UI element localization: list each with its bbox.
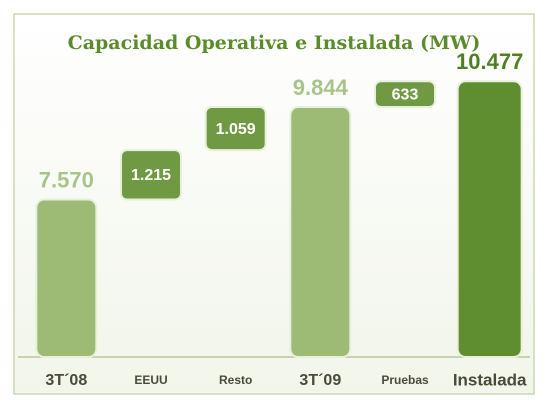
x-tick-label: EEUU — [134, 373, 167, 387]
chart-frame — [13, 13, 535, 395]
value-label: 633 — [392, 86, 419, 103]
bar — [289, 106, 352, 358]
step-box — [204, 106, 267, 152]
value-label: 9.844 — [293, 75, 349, 100]
step-box — [120, 149, 182, 201]
bar — [456, 80, 523, 358]
x-tick-label: Pruebas — [381, 373, 429, 387]
x-tick-label: 3T´09 — [299, 372, 341, 389]
x-tick-label: Instalada — [453, 370, 527, 389]
value-label: 1.059 — [216, 121, 256, 138]
value-label: 7.570 — [39, 167, 94, 192]
chart-title: Capacidad Operativa e Instalada (MW) — [68, 32, 481, 54]
value-label: 10.477 — [456, 49, 523, 74]
x-tick-label: 3T´08 — [45, 372, 87, 389]
bar — [35, 198, 98, 358]
step-box — [374, 80, 436, 109]
x-tick-label: Resto — [219, 373, 252, 387]
value-label: 1.215 — [131, 167, 171, 184]
